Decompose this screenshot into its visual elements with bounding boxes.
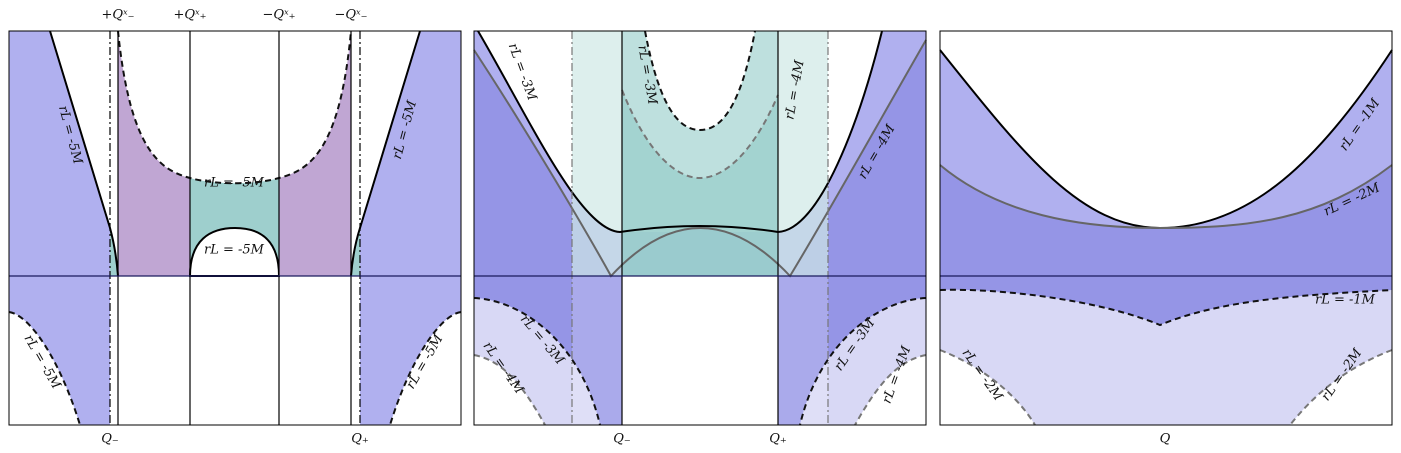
curve: [854, 354, 927, 426]
region: [778, 276, 926, 425]
top-label: −Qˣ₊: [262, 8, 295, 23]
bottom-label: Q₊: [769, 432, 787, 447]
region: [940, 165, 1392, 276]
top-label: −Qˣ₋: [334, 8, 367, 23]
curve: [117, 30, 352, 185]
region: [360, 276, 461, 425]
curve: [1289, 349, 1393, 426]
region: [9, 276, 110, 425]
region: [778, 276, 828, 425]
region: [645, 31, 755, 130]
curve: [799, 297, 927, 426]
region: [474, 276, 622, 425]
panel-3: Q rL = -1M rL = -2M rL = -1M rL = -2M rL…: [939, 30, 1393, 447]
region: [940, 350, 1035, 425]
region: [360, 31, 461, 276]
curve-label: rL = -5M: [204, 176, 265, 191]
region: [1290, 350, 1392, 425]
curve: [939, 288, 1393, 327]
curve: [477, 30, 883, 234]
frame: [473, 30, 927, 426]
bottom-label: Q: [1160, 432, 1171, 447]
region: [279, 31, 351, 276]
region: [474, 298, 600, 425]
curve: [473, 297, 601, 426]
panel-2: Q₋ Q₊ rL = -3M rL = -3M rL = -4M rL = -4…: [473, 30, 927, 447]
bottom-label: Q₊: [351, 432, 369, 447]
region: [351, 230, 360, 276]
curve: [621, 89, 779, 180]
curve: [389, 311, 462, 426]
bottom-label: Q₋: [101, 432, 119, 447]
top-label: +Qˣ₋: [101, 8, 134, 23]
region: [188, 226, 281, 277]
region: [118, 31, 190, 276]
curve-label: rL = -1M: [1315, 293, 1376, 308]
bottom-label: Q₋: [613, 432, 631, 447]
curve: [644, 30, 756, 132]
region: [572, 276, 622, 425]
curve: [939, 164, 1393, 230]
curve-label: rL = -5M: [204, 243, 265, 258]
curve: [473, 354, 546, 426]
panel-1: +Qˣ₋ +Qˣ₊ −Qˣ₊ −Qˣ₋ Q₋ Q₊ rL = -5M rL = …: [8, 8, 462, 447]
curve: [8, 311, 81, 426]
curve: [939, 349, 1036, 426]
region: [940, 276, 1392, 325]
top-label: +Qˣ₊: [173, 8, 206, 23]
curve: [473, 39, 927, 278]
frame: [8, 30, 462, 426]
region: [9, 31, 110, 276]
frame: [939, 30, 1393, 426]
region: [800, 298, 926, 425]
